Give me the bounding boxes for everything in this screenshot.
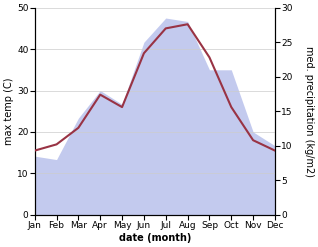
- Y-axis label: med. precipitation (kg/m2): med. precipitation (kg/m2): [304, 46, 314, 177]
- X-axis label: date (month): date (month): [119, 233, 191, 243]
- Y-axis label: max temp (C): max temp (C): [4, 78, 14, 145]
